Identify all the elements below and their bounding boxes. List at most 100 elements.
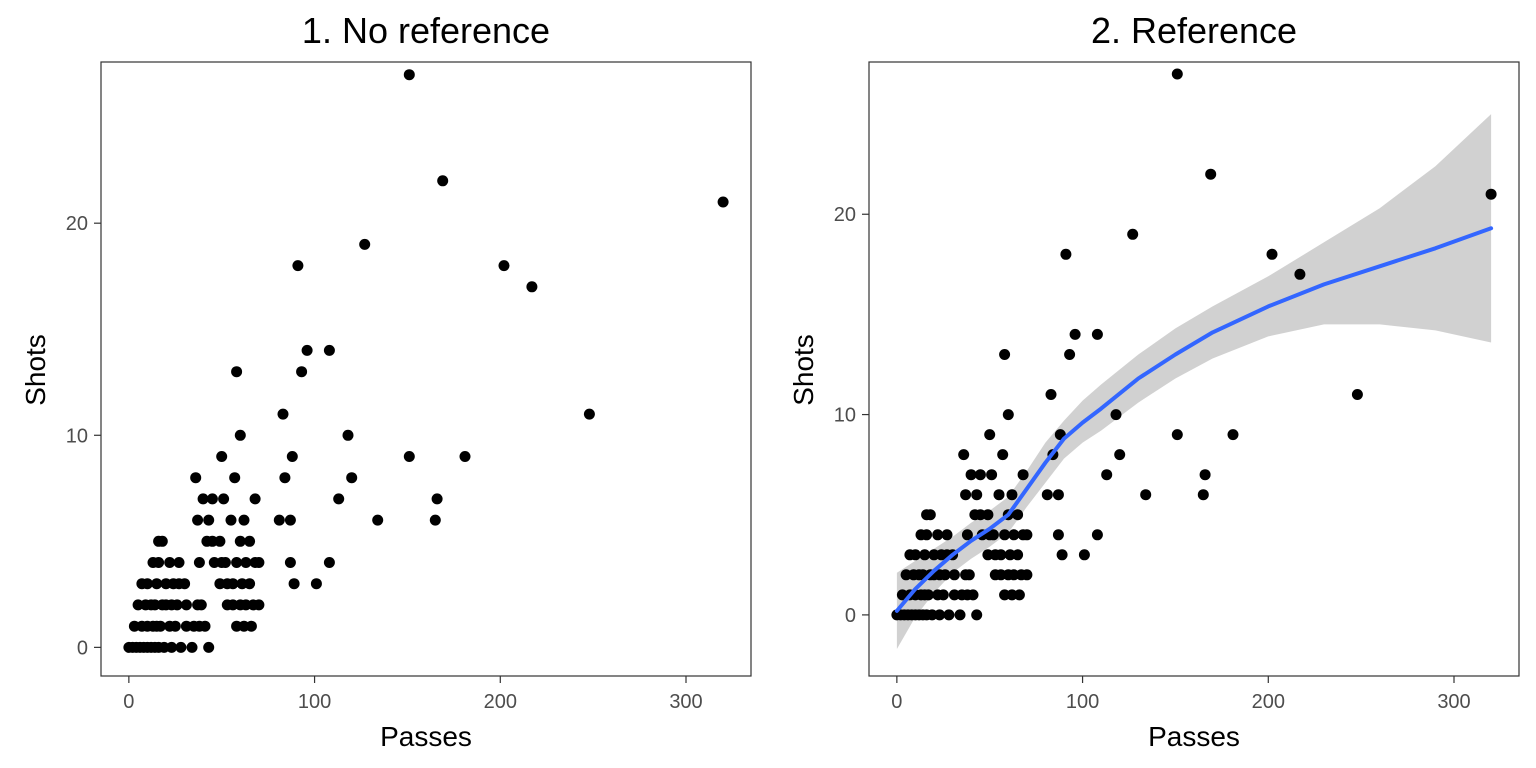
data-point [203, 641, 215, 653]
data-point [1060, 248, 1072, 260]
y-tick-label: 20 [66, 213, 88, 235]
data-point [1101, 469, 1113, 481]
data-point [245, 620, 257, 632]
data-point [164, 557, 176, 568]
data-point [151, 578, 163, 590]
data-point [583, 408, 595, 420]
panel-border [868, 61, 1520, 677]
data-point [296, 366, 308, 378]
panel-no-reference: 0 100 200 300 0 10 20 1. No reference Shots Pa… [20, 10, 752, 752]
data-point [1012, 549, 1024, 561]
data-point [1045, 389, 1057, 400]
data-point [169, 620, 181, 632]
data-point [253, 557, 265, 568]
data-point [1013, 589, 1025, 601]
data-point [1069, 328, 1081, 340]
x-axis-title: Passes [380, 721, 472, 752]
data-point [974, 469, 986, 481]
data-point [342, 429, 354, 441]
data-point [1127, 228, 1139, 240]
data-point [292, 260, 304, 272]
data-point [166, 641, 178, 653]
data-point [323, 557, 335, 568]
data-point [1002, 409, 1014, 421]
y-tick-label: 20 [834, 204, 856, 226]
data-point [1041, 489, 1053, 501]
data-point [919, 549, 931, 561]
data-point [171, 599, 183, 611]
data-point [156, 535, 168, 547]
data-point [999, 529, 1011, 541]
data-point [372, 514, 384, 526]
data-point [971, 489, 983, 501]
data-point [238, 514, 250, 526]
data-point [934, 609, 946, 621]
data-point [924, 509, 936, 521]
data-point [240, 557, 252, 568]
data-point [234, 535, 246, 547]
data-point [909, 549, 921, 561]
data-point [1140, 489, 1152, 501]
data-point [234, 429, 246, 441]
data-point [1197, 489, 1209, 501]
data-point [284, 557, 296, 568]
panel-reference: 0 100 200 300 0 10 20 2. Reference Shots Passe… [788, 10, 1520, 752]
data-point [1171, 429, 1183, 441]
data-point [1114, 449, 1126, 461]
data-point [1266, 248, 1278, 260]
data-point [273, 514, 285, 526]
data-point [921, 529, 933, 541]
confidence-ribbon [896, 114, 1492, 650]
data-point [1008, 529, 1020, 541]
data-point [190, 472, 202, 484]
data-point [284, 514, 296, 526]
data-point [958, 449, 970, 461]
data-point [961, 529, 973, 541]
data-point [186, 641, 198, 653]
data-point [231, 557, 243, 568]
y-axis-title: Shots [20, 334, 51, 406]
data-point [279, 472, 291, 484]
data-point [1199, 469, 1211, 481]
data-point [199, 620, 211, 632]
data-point [179, 578, 191, 590]
data-point [197, 493, 209, 505]
data-point [1017, 469, 1029, 481]
data-point [1052, 529, 1064, 541]
data-point [987, 529, 999, 541]
data-point [1052, 489, 1064, 501]
x-axis-title: Passes [1148, 721, 1240, 752]
data-point [986, 469, 998, 481]
y-tick-label: 0 [845, 605, 856, 627]
data-point [948, 569, 960, 581]
data-point [1091, 529, 1103, 541]
data-point [967, 589, 979, 601]
data-point [459, 451, 471, 462]
data-point [984, 429, 996, 441]
data-point [965, 469, 977, 481]
data-point [193, 557, 205, 568]
data-point [286, 451, 298, 462]
data-point [227, 578, 239, 590]
data-point [941, 529, 953, 541]
data-point [971, 609, 983, 621]
y-axis-title: Shots [788, 334, 819, 406]
data-point [937, 589, 949, 601]
data-point [244, 578, 256, 590]
data-point [180, 599, 192, 611]
data-point [963, 569, 975, 581]
panel-title: 2. Reference [1091, 10, 1297, 51]
data-point [323, 344, 335, 356]
x-tick-label: 100 [298, 691, 331, 713]
data-point [1110, 409, 1122, 421]
y-tick-label: 0 [77, 637, 88, 659]
data-point [153, 557, 165, 568]
y-tick-label: 10 [66, 425, 88, 447]
data-point [192, 514, 204, 526]
data-point [1227, 429, 1239, 441]
data-point [431, 493, 443, 505]
data-point [1485, 188, 1497, 200]
data-point [206, 493, 218, 505]
data-point [932, 529, 944, 541]
